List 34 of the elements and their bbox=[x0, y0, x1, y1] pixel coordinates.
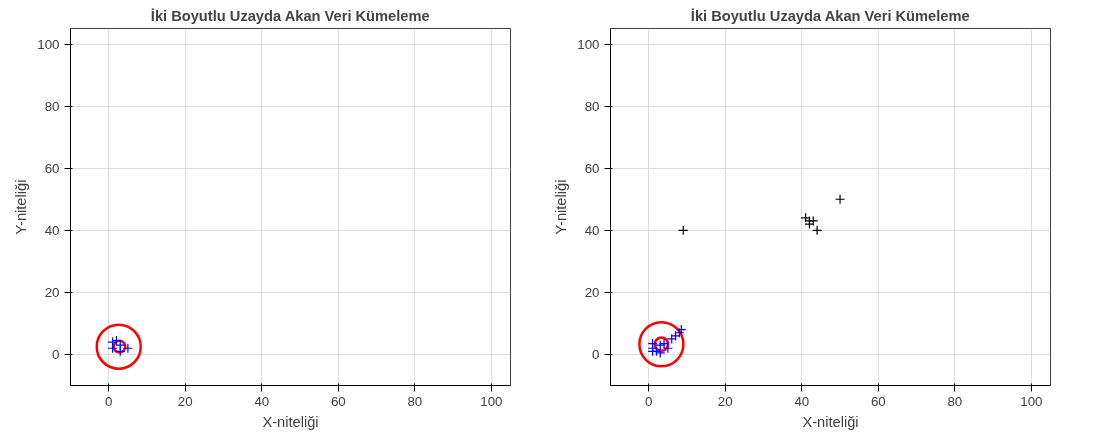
y-axis-title: Y-niteliği bbox=[13, 179, 30, 235]
y-tick-label: 40 bbox=[44, 222, 60, 238]
point bbox=[808, 215, 819, 227]
y-axis-title: Y-niteliği bbox=[553, 179, 570, 235]
y-tick-label: 0 bbox=[592, 346, 600, 362]
chart-title: İki Boyutlu Uzayda Akan Veri Kümeleme bbox=[150, 7, 430, 24]
y-tick-label: 60 bbox=[584, 160, 600, 176]
x-axis-title: X-niteliği bbox=[802, 413, 859, 430]
y-tick-label: 60 bbox=[44, 160, 60, 176]
x-tick-label: 20 bbox=[177, 393, 193, 409]
y-tick-label: 80 bbox=[584, 98, 600, 114]
y-tick-label: 80 bbox=[44, 98, 60, 114]
y-tick-label: 100 bbox=[577, 36, 600, 52]
y-tick-label: 20 bbox=[584, 284, 600, 300]
point bbox=[812, 225, 823, 236]
x-tick-label: 20 bbox=[717, 393, 733, 409]
x-tick-label: 40 bbox=[254, 393, 270, 409]
x-tick-label: 0 bbox=[105, 393, 113, 409]
x-tick-label: 60 bbox=[870, 393, 886, 409]
x-tick-label: 80 bbox=[947, 393, 963, 409]
point bbox=[834, 194, 846, 205]
chart-title: İki Boyutlu Uzayda Akan Veri Kümeleme bbox=[690, 7, 970, 24]
y-tick-label: 100 bbox=[37, 36, 60, 52]
point bbox=[800, 212, 811, 223]
x-axis-title: X-niteliği bbox=[262, 413, 319, 430]
x-tick-label: 60 bbox=[330, 393, 346, 409]
x-tick-label: 80 bbox=[407, 393, 423, 409]
x-tick-label: 100 bbox=[480, 393, 503, 409]
y-tick-label: 20 bbox=[44, 284, 60, 300]
x-tick-label: 0 bbox=[645, 393, 653, 409]
x-tick-label: 100 bbox=[1020, 393, 1043, 409]
y-tick-label: 0 bbox=[52, 346, 60, 362]
x-tick-label: 40 bbox=[794, 393, 810, 409]
y-tick-label: 40 bbox=[584, 222, 600, 238]
